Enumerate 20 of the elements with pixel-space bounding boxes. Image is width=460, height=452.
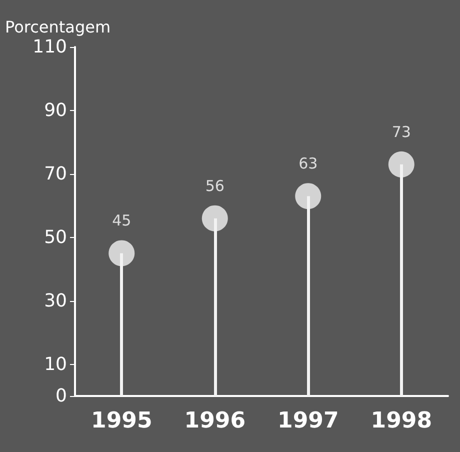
- y-tick-label: 70: [44, 163, 67, 184]
- data-label: 63: [298, 154, 318, 173]
- y-tick-label: 0: [56, 386, 67, 406]
- y-axis-title: Porcentagem: [5, 18, 111, 36]
- data-label: 73: [392, 122, 411, 141]
- y-tick-label: 30: [44, 290, 67, 312]
- point: [108, 240, 135, 266]
- data-label: 45: [112, 212, 132, 230]
- point: [295, 183, 322, 210]
- x-tick-label: 1997: [278, 408, 339, 434]
- y-tick-label: 110: [32, 36, 67, 58]
- x-tick-label: 1996: [184, 408, 246, 434]
- y-tick-label: 10: [44, 354, 67, 375]
- y-tick-label: 50: [44, 226, 67, 248]
- point: [388, 151, 414, 178]
- point: [202, 205, 228, 232]
- x-tick-label: 1998: [370, 408, 432, 434]
- y-tick-label: 90: [44, 100, 67, 121]
- x-tick-label: 1995: [91, 408, 152, 434]
- data-label: 56: [205, 176, 224, 195]
